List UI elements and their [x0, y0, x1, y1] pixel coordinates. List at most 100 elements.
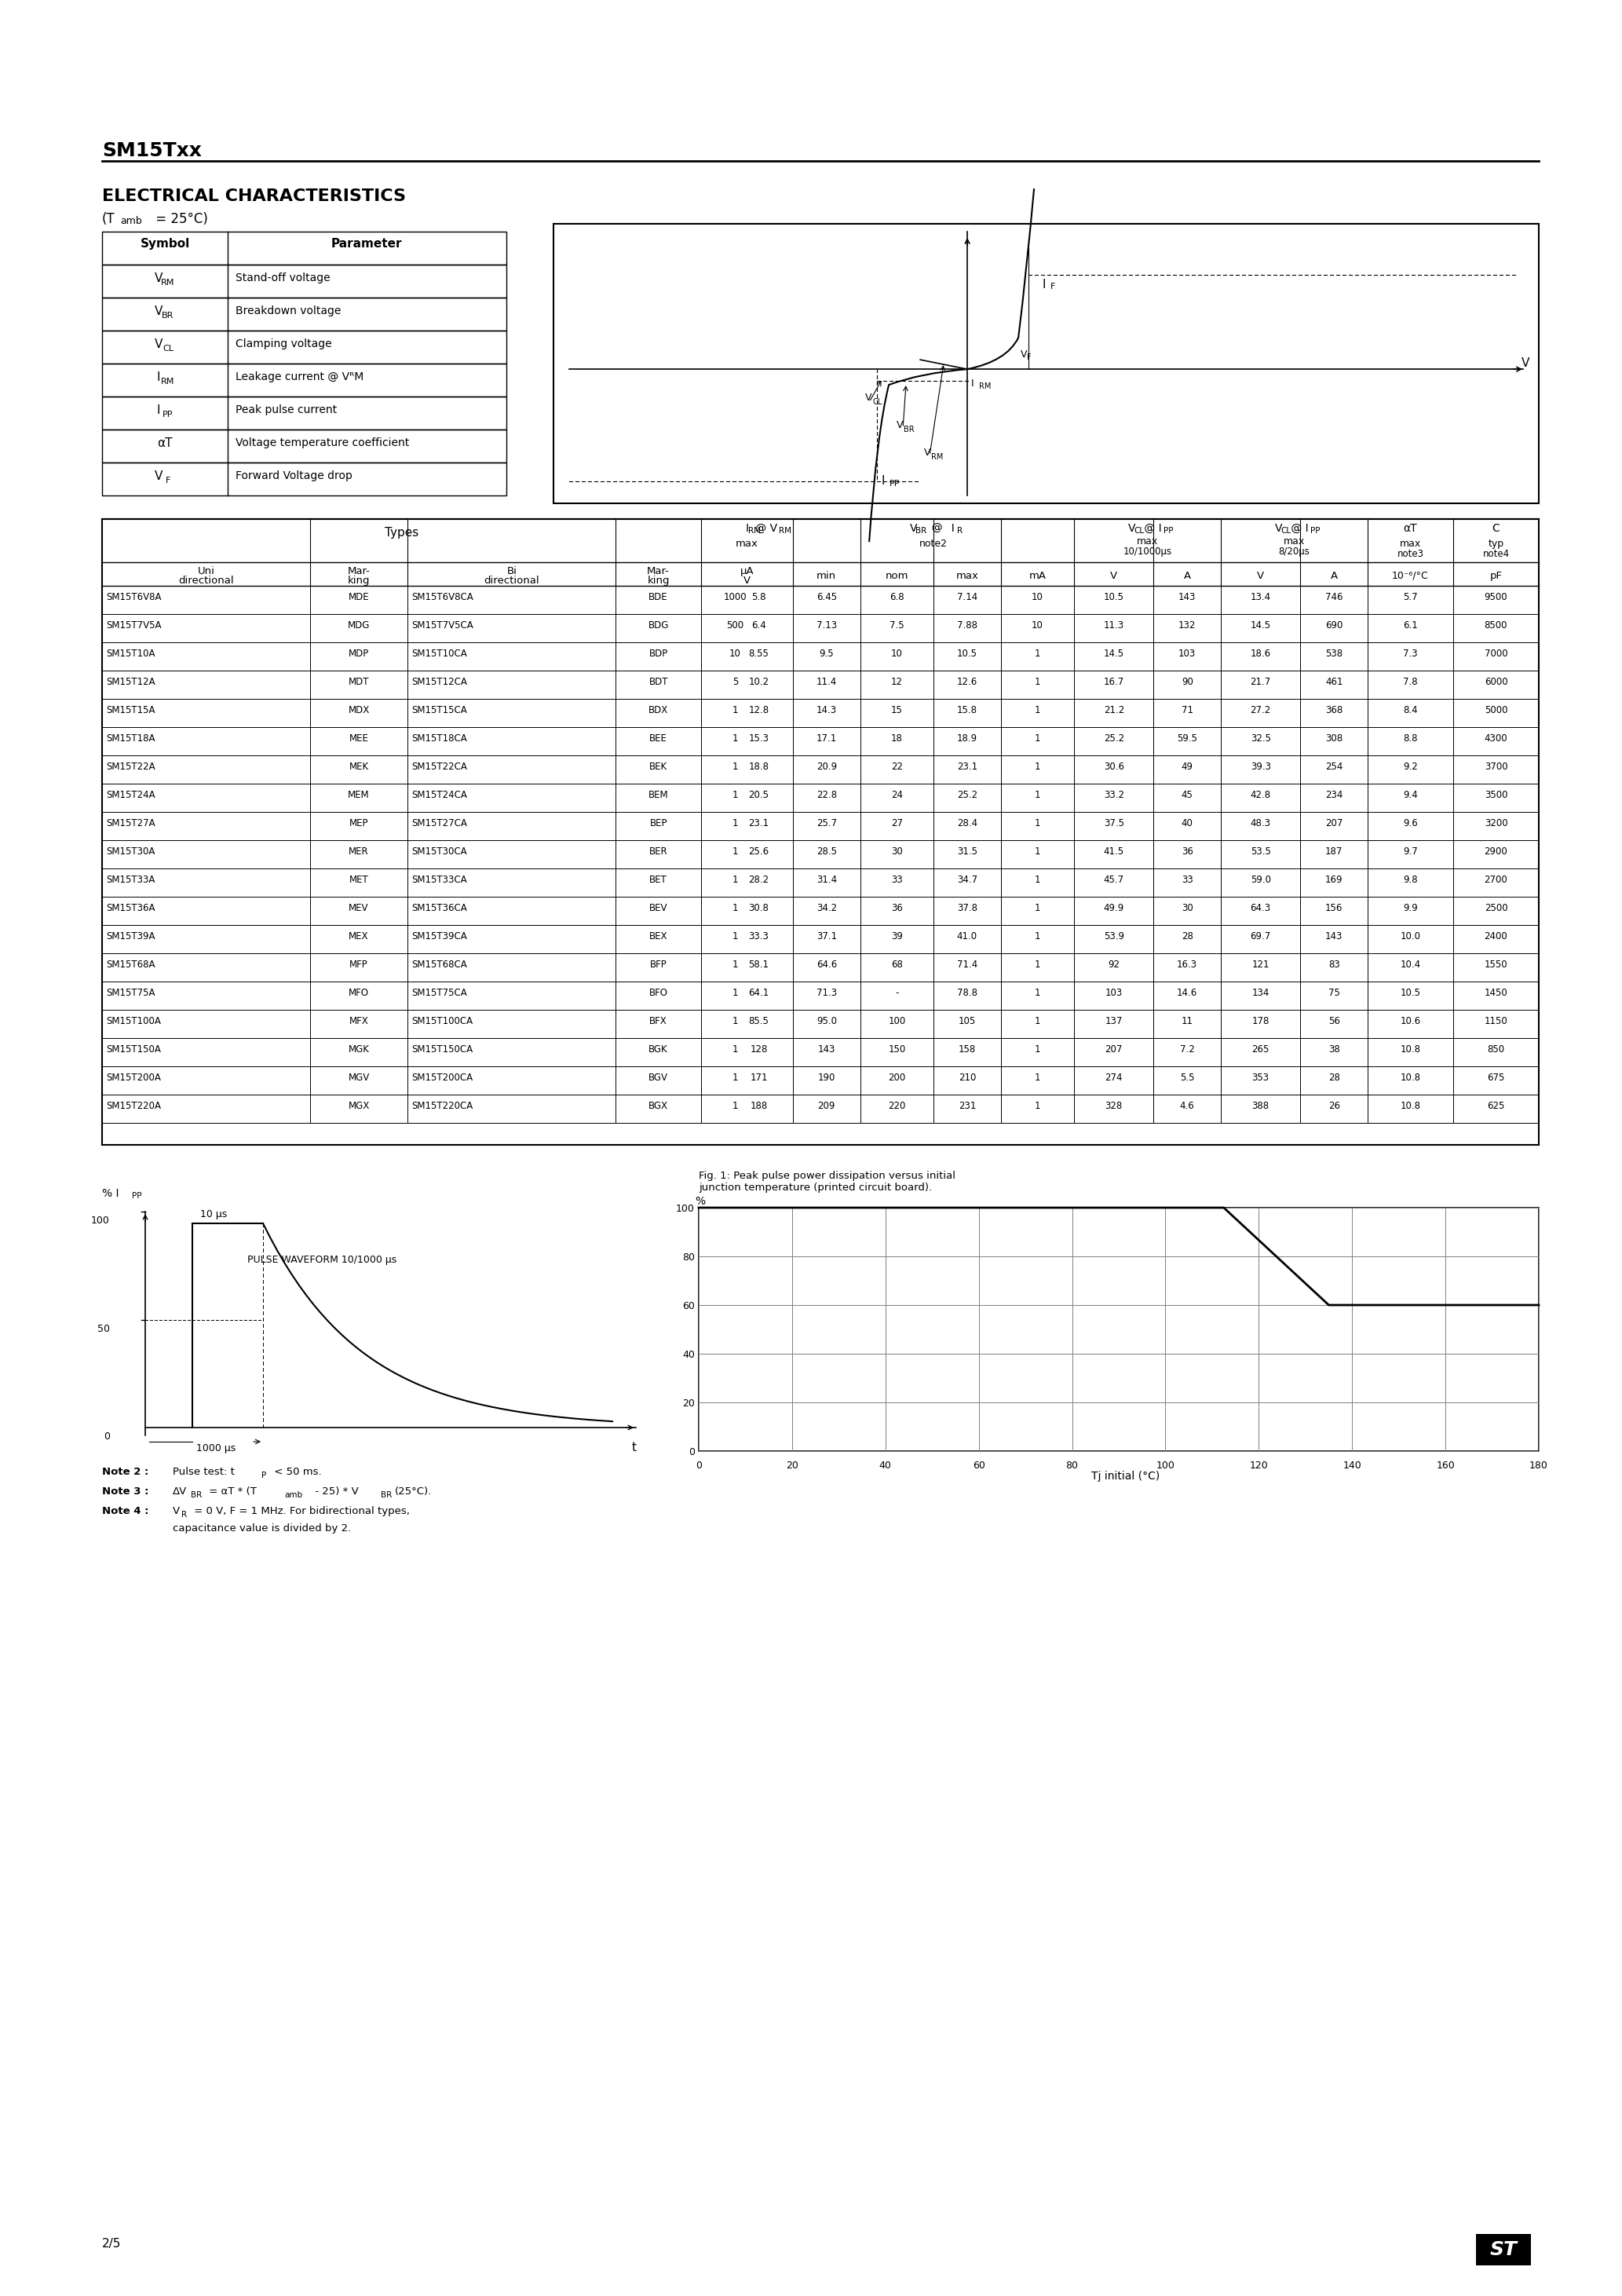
Text: RM: RM	[931, 452, 944, 461]
Text: 28.4: 28.4	[957, 817, 978, 829]
Text: 160: 160	[1435, 1460, 1455, 1472]
Text: RM: RM	[748, 526, 761, 535]
Text: 132: 132	[1179, 620, 1195, 631]
Text: I: I	[1041, 278, 1046, 292]
Text: 187: 187	[1325, 847, 1343, 856]
Text: 209: 209	[817, 1100, 835, 1111]
Text: 68: 68	[890, 960, 903, 969]
Text: BET: BET	[649, 875, 667, 884]
Text: BGK: BGK	[649, 1045, 668, 1054]
Text: MDG: MDG	[347, 620, 370, 631]
Text: 234: 234	[1325, 790, 1343, 799]
Text: 23.1: 23.1	[749, 817, 769, 829]
Text: 38: 38	[1328, 1045, 1340, 1054]
Text: 78.8: 78.8	[957, 987, 978, 999]
Text: 31.5: 31.5	[957, 847, 978, 856]
Text: @: @	[925, 523, 942, 535]
Text: @ I: @ I	[1288, 523, 1309, 535]
Bar	[102, 519, 1539, 1146]
Text: SM15T68A: SM15T68A	[105, 960, 156, 969]
Text: SM15T7V5CA: SM15T7V5CA	[412, 620, 474, 631]
Text: 6.8: 6.8	[889, 592, 903, 602]
Text: max: max	[955, 572, 978, 581]
Text: MEP: MEP	[349, 817, 368, 829]
Text: 20: 20	[683, 1398, 694, 1410]
Text: SM15T12A: SM15T12A	[105, 677, 156, 687]
Text: 25.7: 25.7	[816, 817, 837, 829]
Text: Forward Voltage drop: Forward Voltage drop	[235, 471, 352, 482]
Text: 32.5: 32.5	[1251, 732, 1270, 744]
Text: 1: 1	[1035, 647, 1040, 659]
Text: 1: 1	[1035, 1017, 1040, 1026]
Text: 8/20μs: 8/20μs	[1278, 546, 1311, 556]
Text: MFO: MFO	[349, 987, 370, 999]
Text: MGX: MGX	[349, 1100, 370, 1111]
Text: ΔV: ΔV	[172, 1486, 187, 1497]
Text: 1: 1	[1035, 790, 1040, 799]
Text: BEK: BEK	[649, 762, 668, 771]
Text: MEM: MEM	[349, 790, 370, 799]
Text: V: V	[1020, 349, 1027, 360]
Text: RM: RM	[980, 383, 991, 390]
Text: king: king	[647, 576, 670, 585]
Text: MEK: MEK	[349, 762, 368, 771]
Text: Breakdown voltage: Breakdown voltage	[235, 305, 341, 317]
Text: SM15T6V8A: SM15T6V8A	[105, 592, 161, 602]
Text: BER: BER	[649, 847, 668, 856]
Text: I: I	[944, 523, 954, 535]
Text: 4.6: 4.6	[1179, 1100, 1195, 1111]
Text: 59.0: 59.0	[1251, 875, 1270, 884]
Text: 22: 22	[890, 762, 903, 771]
Text: 80: 80	[683, 1251, 694, 1263]
Text: BDT: BDT	[649, 677, 668, 687]
Text: = 0 V, F = 1 MHz. For bidirectional types,: = 0 V, F = 1 MHz. For bidirectional type…	[191, 1506, 410, 1515]
Text: 1: 1	[733, 932, 738, 941]
Text: 13.4: 13.4	[1251, 592, 1272, 602]
Text: Uni: Uni	[198, 567, 214, 576]
Text: V: V	[910, 523, 918, 535]
Text: 1: 1	[1035, 902, 1040, 914]
Text: MGV: MGV	[349, 1072, 370, 1084]
Bar	[102, 461, 506, 496]
Text: F: F	[1027, 354, 1032, 360]
Text: SM15T22A: SM15T22A	[105, 762, 156, 771]
Text: 10.8: 10.8	[1400, 1100, 1421, 1111]
Text: MEX: MEX	[349, 932, 368, 941]
Text: PP: PP	[1311, 526, 1320, 535]
Text: SM15T15A: SM15T15A	[105, 705, 156, 716]
Text: 7.5: 7.5	[889, 620, 903, 631]
Text: 27: 27	[890, 817, 903, 829]
Text: SM15T33A: SM15T33A	[105, 875, 156, 884]
Text: V: V	[743, 576, 751, 585]
Text: SM15T33CA: SM15T33CA	[412, 875, 467, 884]
Text: 1: 1	[733, 875, 738, 884]
Text: 1: 1	[1035, 705, 1040, 716]
Text: 71.3: 71.3	[816, 987, 837, 999]
Text: 143: 143	[817, 1045, 835, 1054]
Text: BR: BR	[903, 425, 915, 434]
Text: 9.9: 9.9	[1403, 902, 1418, 914]
Text: 11.3: 11.3	[1103, 620, 1124, 631]
Text: Fig. 1: Peak pulse power dissipation versus initial
junction temperature (printe: Fig. 1: Peak pulse power dissipation ver…	[699, 1171, 955, 1192]
Text: 1: 1	[733, 987, 738, 999]
Text: 15.3: 15.3	[749, 732, 769, 744]
Text: @ V: @ V	[753, 523, 777, 535]
Text: SM15T36CA: SM15T36CA	[412, 902, 467, 914]
Text: BDP: BDP	[649, 647, 668, 659]
Text: 10.5: 10.5	[1400, 987, 1421, 999]
Text: 45: 45	[1181, 790, 1194, 799]
Text: 0: 0	[688, 1446, 694, 1458]
Text: Parameter: Parameter	[331, 239, 402, 250]
Text: 34.2: 34.2	[816, 902, 837, 914]
Text: 23.1: 23.1	[957, 762, 978, 771]
Bar	[102, 331, 506, 363]
Text: 75: 75	[1328, 987, 1340, 999]
Text: Clamping voltage: Clamping voltage	[235, 338, 333, 349]
Text: 1: 1	[733, 790, 738, 799]
Text: 11: 11	[1181, 1017, 1194, 1026]
Text: 156: 156	[1325, 902, 1343, 914]
Text: SM15T75A: SM15T75A	[105, 987, 156, 999]
Text: MEV: MEV	[349, 902, 368, 914]
Text: 41.0: 41.0	[957, 932, 978, 941]
Text: 1450: 1450	[1484, 987, 1508, 999]
